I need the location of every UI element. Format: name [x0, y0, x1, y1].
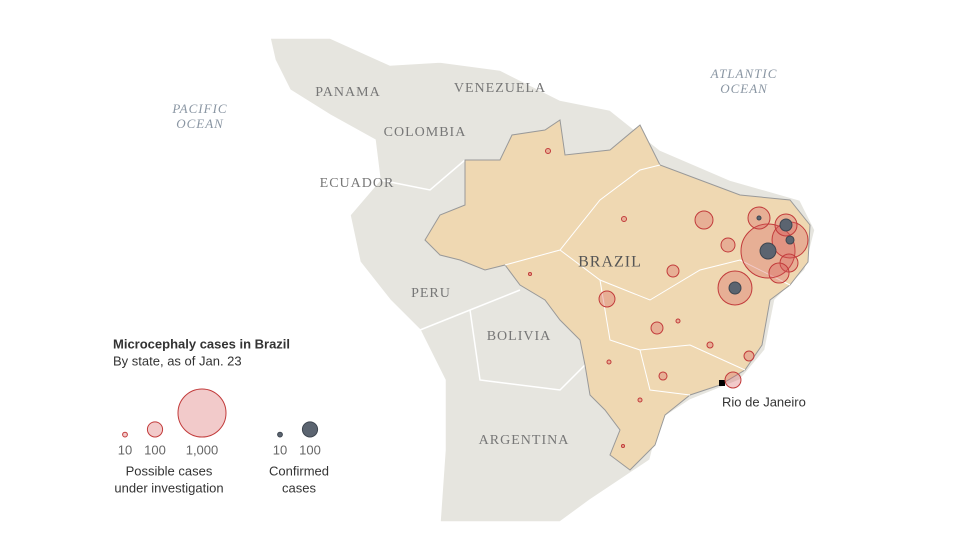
legend-bubble [146, 421, 164, 438]
possible-bubble [620, 443, 626, 449]
legend-bubble [277, 431, 283, 438]
possible-bubble [694, 210, 714, 230]
legend-caption: Confirmed [269, 463, 329, 478]
country-label: ARGENTINA [479, 433, 570, 448]
possible-bubble [620, 215, 628, 223]
possible-bubble [650, 321, 664, 335]
legend-label: 10 [118, 442, 132, 457]
state-border [639, 349, 691, 396]
possible-bubble [706, 341, 714, 349]
country-border [469, 309, 586, 391]
legend-label: 1,000 [186, 442, 219, 457]
possible-bubble [637, 397, 643, 403]
legend-title: Microcephaly cases in Brazil [113, 336, 290, 351]
ocean-label: OCEAN [720, 81, 768, 96]
country-label: BOLIVIA [487, 329, 552, 344]
ocean-label: ATLANTIC [710, 66, 778, 81]
possible-bubble [598, 290, 616, 308]
possible-bubble [720, 237, 736, 253]
possible-bubble [527, 271, 533, 277]
ocean-label: OCEAN [176, 116, 224, 131]
country-label: PERU [411, 286, 451, 301]
country-label: VENEZUELA [454, 81, 546, 96]
country-label: BRAZIL [578, 254, 642, 271]
country-label: PANAMA [315, 85, 380, 100]
legend-subtitle: By state, as of Jan. 23 [113, 353, 242, 368]
possible-bubble [724, 371, 742, 389]
legend-label: 10 [273, 442, 287, 457]
country-label: COLOMBIA [384, 125, 467, 140]
state-border [504, 164, 661, 266]
confirmed-bubble [785, 235, 795, 245]
legend-caption: Possible cases [126, 463, 213, 478]
legend-label: 100 [299, 442, 321, 457]
country-border [379, 159, 466, 191]
possible-bubble [743, 350, 755, 362]
possible-bubble [675, 318, 681, 324]
possible-bubble [666, 264, 680, 278]
possible-bubble [544, 147, 552, 155]
possible-bubble [768, 262, 790, 284]
legend-bubble [177, 388, 227, 438]
state-border [559, 249, 791, 301]
confirmed-bubble [759, 242, 777, 260]
legend-caption: cases [282, 480, 316, 495]
country-label: ECUADOR [320, 176, 395, 191]
possible-bubble [658, 371, 668, 381]
legend-caption: under investigation [114, 480, 223, 495]
ocean-label: PACIFIC [171, 101, 227, 116]
city-marker [719, 380, 725, 386]
confirmed-bubble [728, 281, 742, 295]
legend-bubble [122, 431, 128, 438]
city-label: Rio de Janeiro [722, 394, 806, 409]
confirmed-bubble [756, 215, 762, 221]
confirmed-bubble [779, 218, 793, 232]
legend-label: 100 [144, 442, 166, 457]
possible-bubble [606, 359, 612, 365]
legend-bubble [301, 421, 319, 438]
